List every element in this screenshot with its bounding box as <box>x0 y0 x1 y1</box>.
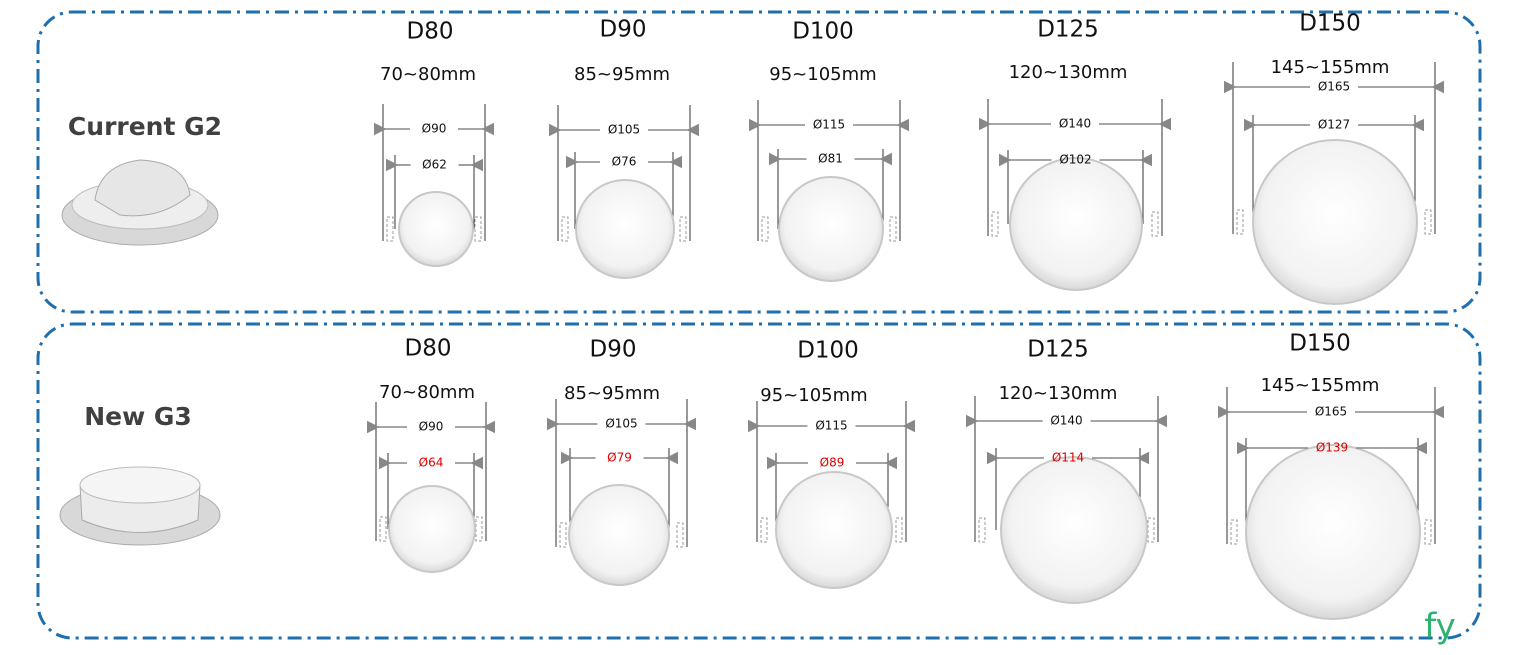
clip <box>760 517 768 543</box>
size-name: D150 <box>1299 11 1361 37</box>
cutout-range: 95~105mm <box>769 64 876 85</box>
lamp-image <box>59 159 221 546</box>
clip <box>475 516 483 542</box>
lamp-face <box>575 179 675 279</box>
clip <box>1147 517 1155 543</box>
clip <box>679 216 687 242</box>
size-item: D90 85~95mm Ø105 Ø79 <box>546 337 697 586</box>
lamp-face <box>1009 157 1143 291</box>
cutout-range: 120~130mm <box>999 383 1118 404</box>
clip <box>1151 211 1159 237</box>
outer-diameter: Ø165 <box>1318 80 1350 94</box>
clip <box>1236 209 1244 235</box>
panel-border <box>36 10 1482 314</box>
inner-diameter: Ø79 <box>607 451 632 465</box>
outer-diameter: Ø90 <box>422 122 447 136</box>
lamp-face <box>775 471 893 589</box>
outer-diameter: Ø105 <box>605 417 637 431</box>
panel-label: New G3 <box>84 402 192 431</box>
inner-diameter: Ø81 <box>818 152 843 166</box>
clip <box>1424 209 1432 235</box>
outer-diameter: Ø115 <box>815 419 847 433</box>
size-name: D100 <box>797 338 859 364</box>
cutout-range: 145~155mm <box>1261 375 1380 396</box>
clip <box>474 216 482 242</box>
cutout-range: 70~80mm <box>380 64 476 85</box>
clip <box>991 211 999 237</box>
inner-diameter: Ø62 <box>422 158 447 172</box>
outer-diameter: Ø90 <box>419 420 444 434</box>
inner-diameter: Ø102 <box>1059 153 1091 167</box>
size-item: D80 70~80mm Ø90 Ø64 <box>366 336 496 573</box>
outer-diameter: Ø140 <box>1059 117 1091 131</box>
size-name: D80 <box>407 19 454 45</box>
logo: fy <box>1424 607 1456 647</box>
panel: New G3D8070~80mmØ90Ø64D9085~95mmØ105Ø79D… <box>84 331 1445 620</box>
clip <box>676 522 684 548</box>
outer-diameter: Ø140 <box>1050 414 1082 428</box>
size-item: D90 85~95mm Ø105 Ø76 <box>548 17 700 279</box>
inner-diameter: Ø127 <box>1318 118 1350 132</box>
size-item: D80 70~80mm Ø90 Ø62 <box>373 19 495 267</box>
size-item: D100 95~105mm Ø115 Ø89 <box>747 338 916 589</box>
size-name: D90 <box>590 337 637 363</box>
cutout-range: 145~155mm <box>1271 57 1390 78</box>
cutout-range: 85~95mm <box>574 64 670 85</box>
panel: Current G2 D80 70~80mm Ø90 Ø62 D90 85~95mm Ø105… <box>68 11 1445 305</box>
outer-diameter: Ø165 <box>1315 405 1347 419</box>
clip <box>761 216 769 242</box>
clip <box>561 216 569 242</box>
clip <box>889 216 897 242</box>
lamp-face <box>778 176 884 282</box>
cutout-range: 120~130mm <box>1009 62 1128 83</box>
lamp-face <box>388 485 476 573</box>
size-name: D80 <box>405 336 452 362</box>
inner-diameter: Ø139 <box>1316 441 1348 455</box>
cutout-range: 70~80mm <box>379 382 475 403</box>
inner-diameter: Ø64 <box>419 456 444 470</box>
outer-diameter: Ø105 <box>608 123 640 137</box>
inner-diameter: Ø114 <box>1052 451 1084 465</box>
size-name: D125 <box>1027 337 1089 363</box>
size-item: D125 120~130mm Ø140 Ø114 <box>965 337 1168 604</box>
size-name: D150 <box>1289 331 1351 357</box>
clip <box>379 516 387 542</box>
cutout-range: 85~95mm <box>564 383 660 404</box>
clip <box>978 517 986 543</box>
lamp-face <box>398 191 474 267</box>
clip <box>895 517 903 543</box>
size-item: D100 95~105mm Ø115 Ø81 <box>748 19 910 282</box>
panel-border <box>36 322 1482 640</box>
clip <box>386 216 394 242</box>
size-item: D150 145~155mm Ø165 Ø127 <box>1223 11 1445 305</box>
size-item: D125 120~130mm Ø140 Ø102 <box>978 17 1172 291</box>
size-item: D150 145~155mm Ø165 Ø139 <box>1217 331 1445 620</box>
size-name: D90 <box>600 17 647 43</box>
inner-diameter: Ø76 <box>612 155 637 169</box>
size-name: D100 <box>792 19 854 45</box>
inner-diameter: Ø89 <box>820 456 845 470</box>
cutout-range: 95~105mm <box>760 385 867 406</box>
panel-label: Current G2 <box>68 112 222 141</box>
clip <box>1424 519 1432 545</box>
outer-diameter: Ø115 <box>813 118 845 132</box>
clip <box>559 522 567 548</box>
lamp-face <box>1245 444 1421 620</box>
clip <box>1230 519 1238 545</box>
lamp-face <box>1000 456 1148 604</box>
lamp-face <box>568 484 670 586</box>
lamp-face <box>1252 139 1418 305</box>
size-name: D125 <box>1037 17 1099 43</box>
